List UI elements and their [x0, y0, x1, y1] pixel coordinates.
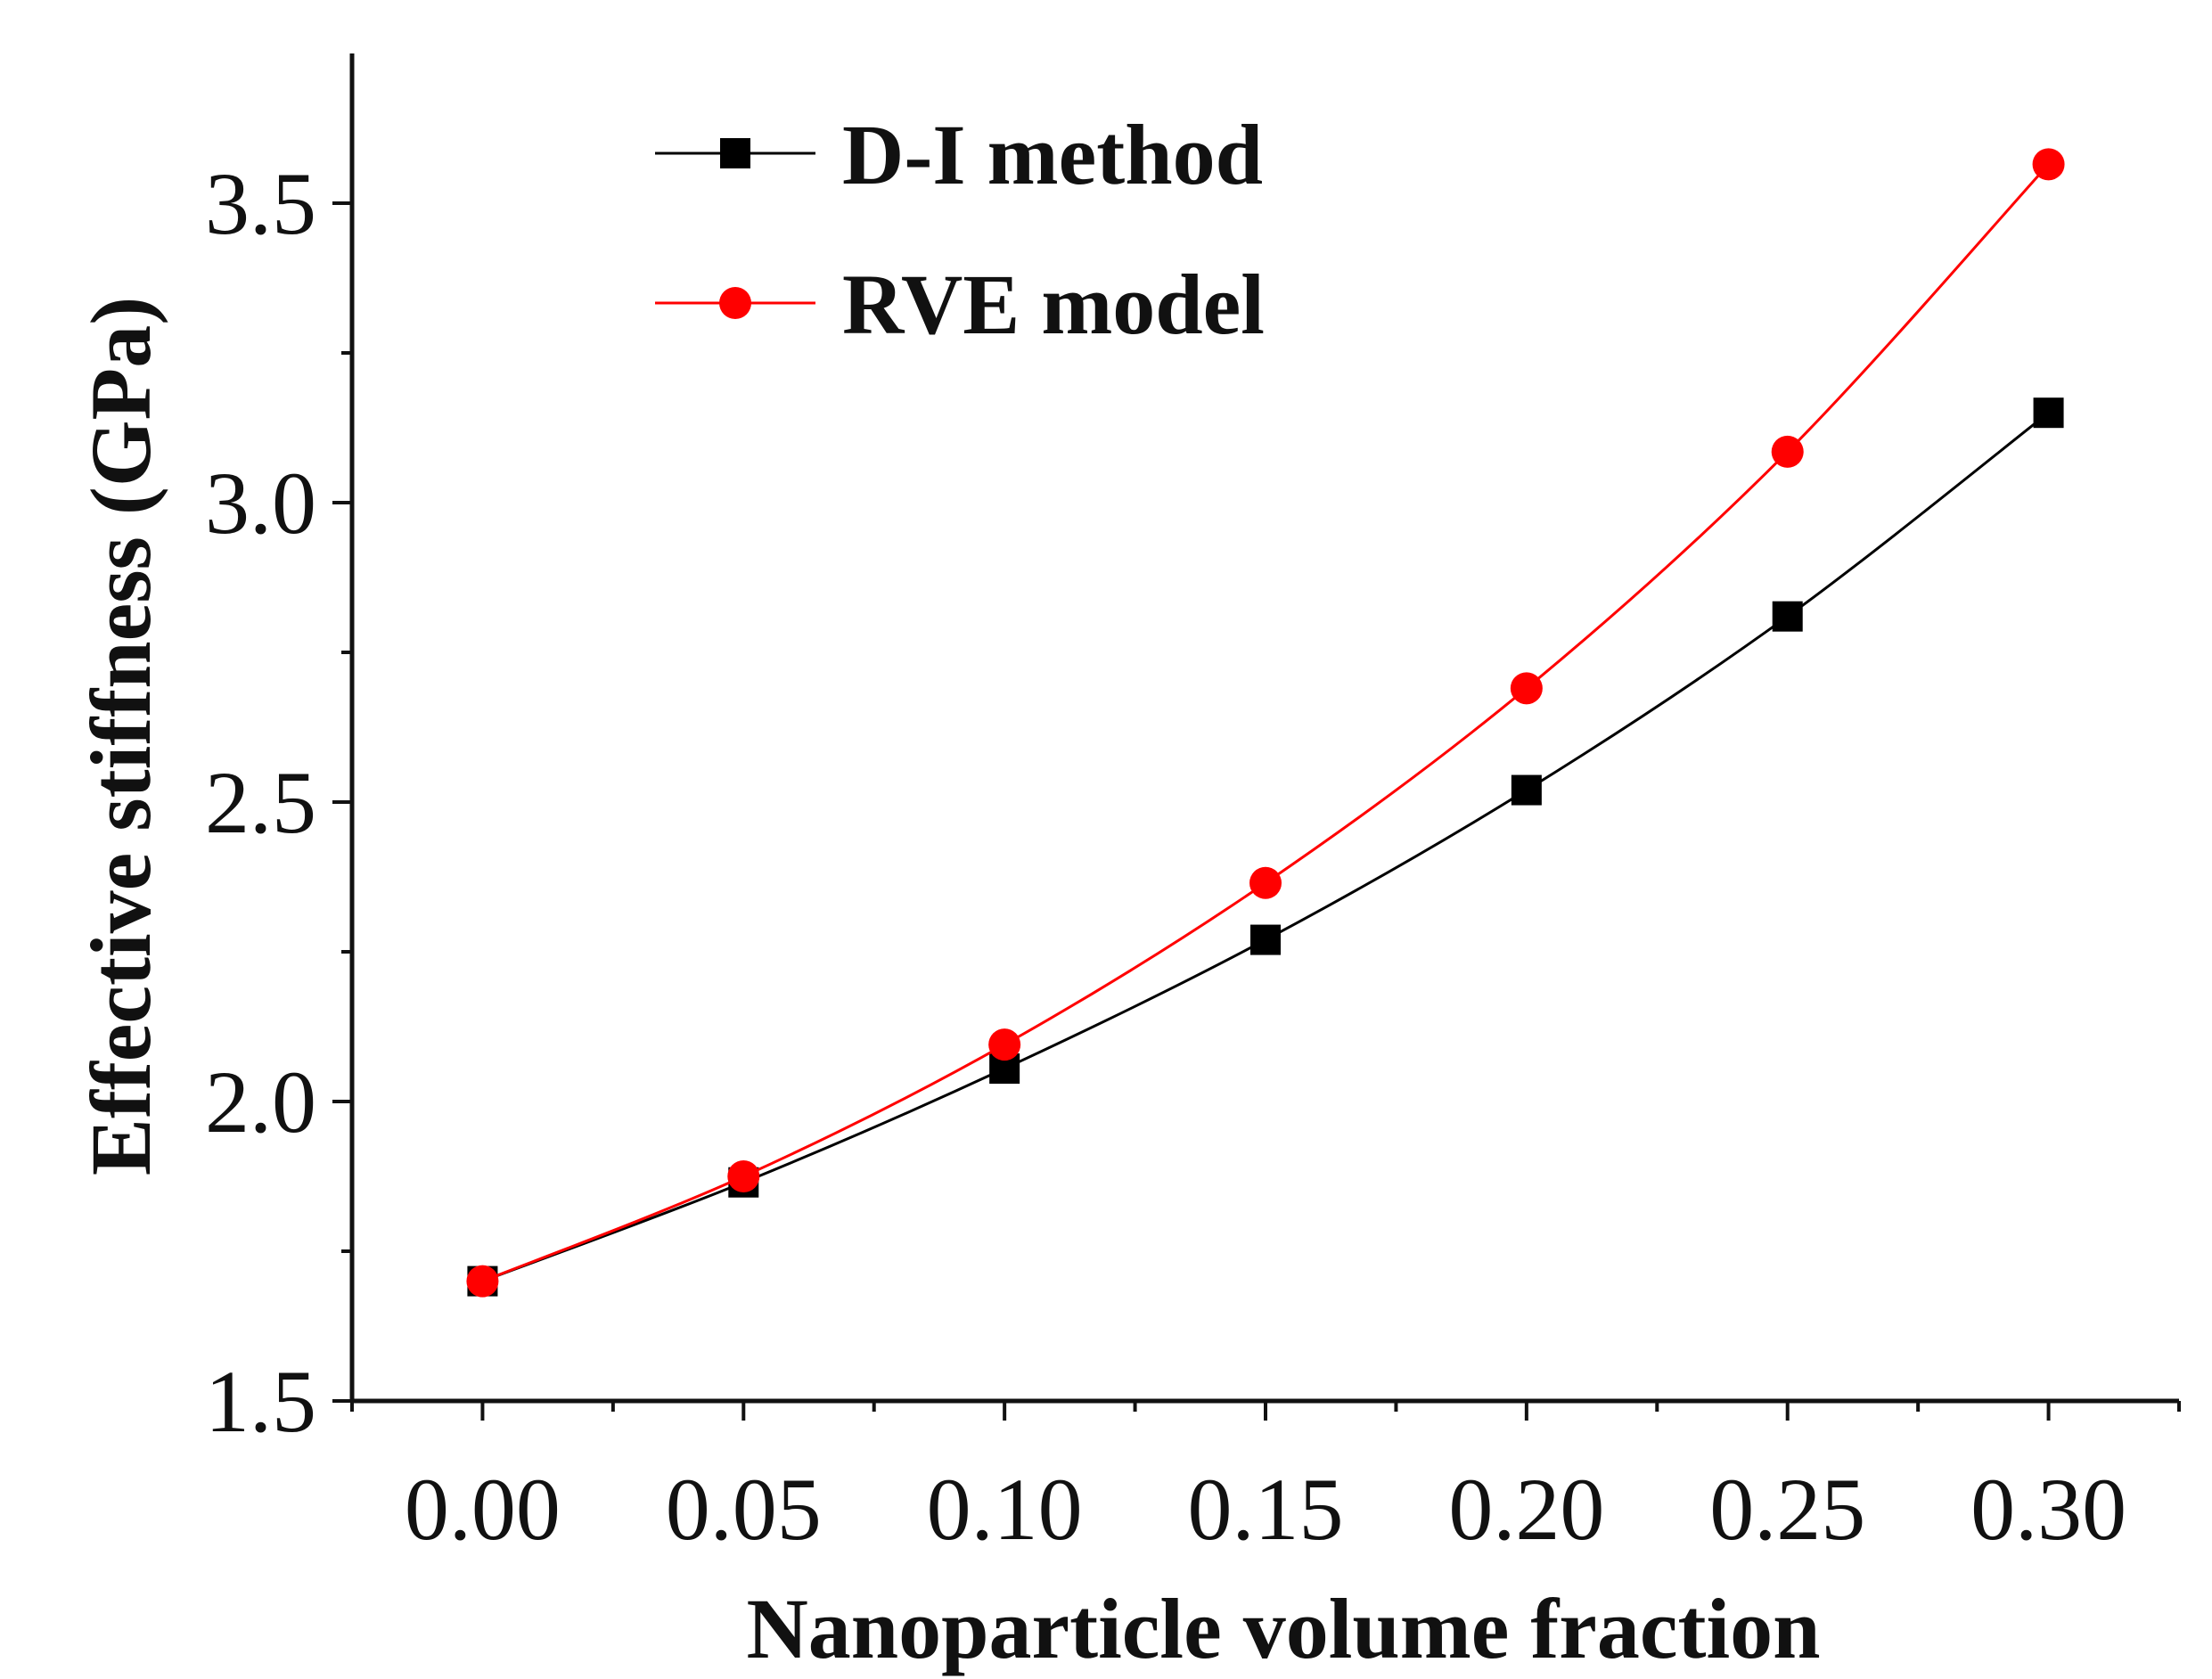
- x-tick-label: 0.15: [1188, 1460, 1344, 1559]
- x-tick-label: 0.20: [1448, 1460, 1604, 1559]
- x-tick-label: 0.30: [1970, 1460, 2126, 1559]
- data-point-circle: [1249, 866, 1282, 899]
- data-point-circle: [1771, 435, 1804, 468]
- axes: 1.5 2.0 2.5 3.0 3.5 0.00 0.05 0.10 0.15 0.20 0.25 0…: [205, 53, 2181, 1559]
- data-point-square: [1772, 601, 1803, 632]
- series-layer: [466, 148, 2065, 1298]
- legend-marker-circle: [719, 287, 751, 319]
- legend-entry: RVE model: [655, 257, 1265, 352]
- y-tick-label: 1.5: [205, 1352, 316, 1451]
- x-tick-label: 0.00: [405, 1460, 561, 1559]
- legend: D-I method RVE model: [655, 107, 1265, 352]
- y-tick-label: 3.5: [205, 154, 316, 253]
- y-tick-label: 3.0: [205, 454, 316, 553]
- legend-marker-square: [720, 138, 750, 168]
- series-line: [481, 163, 2050, 1282]
- y-axis-title: Effective stiffness (GPa): [73, 297, 168, 1175]
- data-point-circle: [1510, 672, 1543, 705]
- series-di-method: [467, 397, 2064, 1297]
- x-tick-label: 0.05: [666, 1460, 822, 1559]
- legend-label: D-I method: [842, 107, 1263, 202]
- data-point-circle: [2032, 148, 2065, 181]
- legend-label: RVE model: [842, 257, 1265, 352]
- data-point-circle: [727, 1160, 760, 1192]
- series-line: [481, 412, 2050, 1283]
- data-point-circle: [466, 1265, 499, 1298]
- y-tick-label: 2.5: [205, 753, 316, 852]
- data-point-circle: [988, 1028, 1021, 1061]
- series-rve-model: [466, 148, 2065, 1298]
- y-tick-label: 2.0: [205, 1052, 316, 1151]
- x-tick-label: 0.25: [1709, 1460, 1865, 1559]
- data-point-square: [1511, 774, 1542, 806]
- x-tick-label: 0.10: [927, 1460, 1083, 1559]
- legend-entry: D-I method: [655, 107, 1263, 202]
- data-point-square: [2033, 397, 2064, 429]
- data-point-square: [1250, 924, 1281, 955]
- x-axis-title: Nanoparticle volume fraction: [746, 1581, 1820, 1676]
